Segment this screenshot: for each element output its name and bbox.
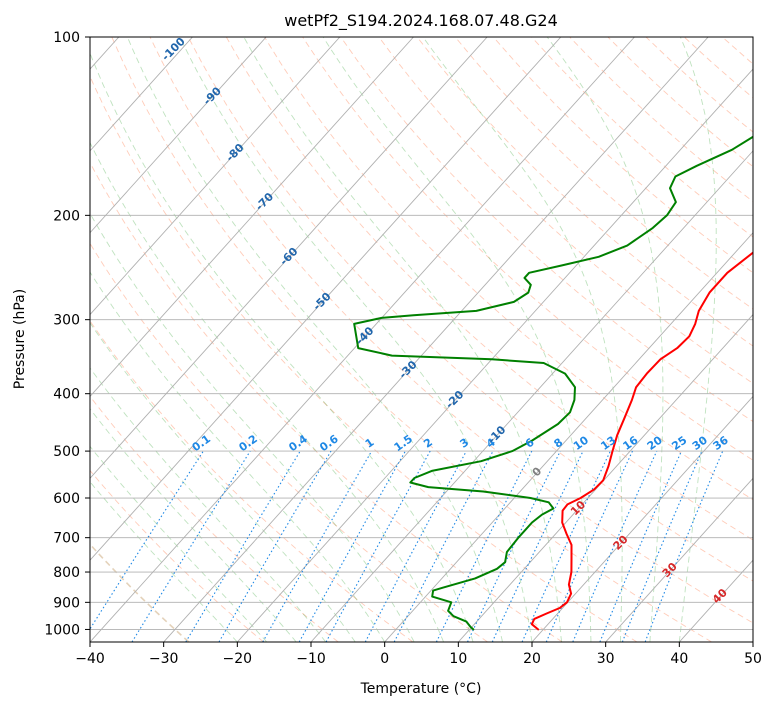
- mixing-ratio-line: [644, 450, 724, 642]
- axis-ticks: −40 −30 −20 −10 0 10 20 30 40 50 1000 900 800 700 600 5…: [44, 30, 762, 667]
- isotherm-line: [310, 150, 753, 642]
- moist-adiabat: [90, 212, 415, 642]
- plot-background: [90, 37, 753, 642]
- y-tick-label: 600: [53, 491, 80, 507]
- isotherm-line: [90, 37, 341, 316]
- isotherm-line: [457, 313, 753, 642]
- isotherm-line: [163, 37, 709, 642]
- y-tick-label: 1000: [44, 622, 80, 638]
- mixing-ratio-line: [572, 450, 658, 642]
- y-tick-label: 200: [53, 208, 80, 224]
- moist-adiabat: [90, 141, 445, 642]
- isotherm-line: [90, 37, 267, 234]
- chart-title: wetPf2_S194.2024.168.07.48.G24: [284, 11, 558, 31]
- moist-adiabat: [90, 445, 268, 642]
- isotherm-line: [90, 37, 414, 398]
- isotherm-line: [384, 232, 753, 642]
- isotherm-line: [90, 37, 562, 561]
- isotherm-line: [90, 37, 193, 152]
- mixing-ratio-line: [298, 450, 406, 642]
- dry-adiabat: [90, 469, 264, 642]
- temperature-line: [530, 251, 753, 631]
- y-axis-label: Pressure (hPa): [12, 289, 28, 389]
- dry-adiabat: [90, 161, 563, 642]
- x-tick-label: 0: [380, 651, 389, 667]
- isotherm-line: [236, 68, 753, 642]
- moist-adiabat: [546, 37, 664, 642]
- dry-adiabat: [149, 37, 753, 624]
- y-tick-label: 400: [53, 387, 80, 403]
- x-tick-label: 20: [523, 651, 541, 667]
- isotherm-line: [531, 395, 753, 642]
- mixing-ratio-line: [325, 450, 431, 642]
- moist-adiabat: [243, 37, 562, 642]
- mixing-ratio-line: [90, 450, 204, 630]
- moist-adiabat: [678, 37, 717, 642]
- mixing-ratio-line: [599, 450, 682, 642]
- dry-adiabat: [761, 37, 775, 642]
- mixing-ratio-line: [364, 450, 467, 642]
- y-tick-label: 500: [53, 444, 80, 460]
- dry-adiabat: [111, 37, 712, 642]
- x-tick-label: −30: [149, 651, 179, 667]
- mixing-ratio-line: [545, 450, 633, 642]
- dry-adiabat: [90, 543, 190, 642]
- y-tick-label: 800: [53, 565, 80, 581]
- isotherm-line: [90, 37, 635, 642]
- isotherm-line: [90, 37, 488, 479]
- plot-frame: [89, 36, 754, 643]
- isotherm-line: [752, 641, 753, 642]
- background-lines: [90, 37, 775, 642]
- dewpoint-line: [353, 135, 753, 631]
- dry-adiabat: [454, 37, 753, 310]
- x-tick-label: 40: [670, 651, 688, 667]
- moist-adiabat: [90, 322, 356, 642]
- y-tick-label: 100: [53, 30, 80, 46]
- isotherm-line: [605, 477, 753, 642]
- moist-adiabat: [90, 481, 238, 642]
- x-tick-label: −20: [223, 651, 253, 667]
- dry-adiabat: [90, 395, 339, 642]
- dry-adiabat: [90, 242, 488, 642]
- x-tick-label: 50: [744, 651, 762, 667]
- x-tick-label: −40: [75, 651, 105, 667]
- moist-adiabat: [126, 37, 503, 642]
- moist-adiabat: [322, 37, 592, 642]
- dry-adiabat: [416, 37, 753, 347]
- y-tick-label: 900: [53, 595, 80, 611]
- moist-adiabat: [90, 52, 474, 642]
- mixing-ratio-line: [621, 450, 703, 642]
- moist-adiabat: [90, 271, 386, 642]
- series-layer: [353, 135, 753, 631]
- x-tick-label: 30: [597, 651, 615, 667]
- moist-adiabat: [422, 37, 623, 642]
- moist-adiabat: [179, 37, 533, 642]
- mixing-ratio-line: [131, 450, 251, 642]
- y-tick-label: 700: [53, 531, 80, 547]
- y-tick-label: 300: [53, 313, 80, 329]
- x-axis-label: Temperature (°C): [360, 681, 482, 697]
- x-tick-label: −10: [296, 651, 326, 667]
- x-tick-label: 10: [449, 651, 467, 667]
